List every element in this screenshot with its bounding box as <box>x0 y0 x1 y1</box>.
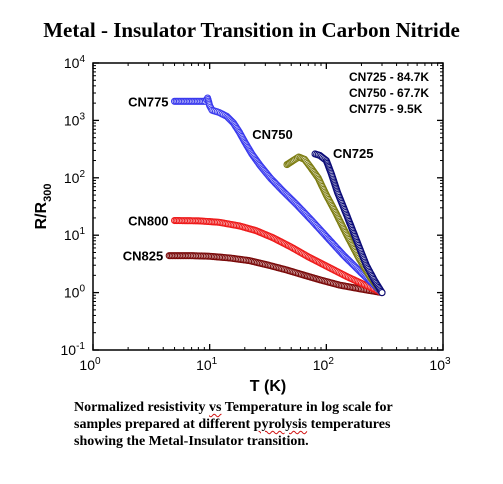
caption-pyrolysis: pyrolysis <box>253 417 308 432</box>
plot-frame <box>92 62 444 351</box>
series-label-cn800: CN800 <box>128 214 168 229</box>
y-tick-exponent: 3 <box>79 111 85 122</box>
series-cn725 <box>311 150 386 297</box>
x-tick-exponent: 2 <box>328 356 334 367</box>
series-label-cn750: CN750 <box>252 127 292 142</box>
annotation-line: CN725 - 84.7K <box>349 70 429 84</box>
caption-vs: vs <box>209 400 222 415</box>
y-axis-label: R/R300 <box>33 184 54 230</box>
y-tick-label: 104 <box>64 54 86 71</box>
x-tick-label: 102 <box>313 356 335 373</box>
series-label-cn775: CN775 <box>128 94 168 109</box>
y-tick-exponent: 4 <box>79 54 85 65</box>
annotation-layer: CN775 CN750 CN725 CN800 CN825 CN725 - 84.7K CN… <box>123 70 430 264</box>
series-cn750 <box>283 153 386 297</box>
x-tick-exponent: 0 <box>95 356 101 367</box>
x-tick-label: 103 <box>429 356 451 373</box>
data-point <box>378 289 386 297</box>
y-tick-exponent: 1 <box>79 226 85 237</box>
series-label-cn725: CN725 <box>333 146 373 161</box>
x-tick-exponent: 1 <box>212 356 218 367</box>
y-tick-label: 102 <box>64 169 86 186</box>
x-tick-label: 101 <box>196 356 218 373</box>
annotation-line: CN775 - 9.5K <box>349 102 423 116</box>
series-cn825 <box>165 252 386 297</box>
x-tick-label: 100 <box>79 356 101 373</box>
figure-caption: Normalized resistivity vs Temperature in… <box>74 399 456 450</box>
y-axis-label-subscript: 300 <box>42 184 54 202</box>
x-tick-exponent: 3 <box>445 356 451 367</box>
y-tick-exponent: 0 <box>79 284 85 295</box>
y-tick-label: 100 <box>64 284 86 301</box>
chart-title: Metal - Insulator Transition in Carbon N… <box>43 18 460 42</box>
caption-line-2: samples prepared at different pyrolysis … <box>74 417 391 432</box>
y-tick-exponent: 2 <box>79 169 85 180</box>
series-cn800 <box>171 217 386 297</box>
y-tick-label: 101 <box>64 226 86 243</box>
annotation-line: CN750 - 67.7K <box>349 86 429 100</box>
series-label-cn825: CN825 <box>123 249 163 264</box>
series-layer <box>165 94 386 297</box>
y-tick-label: 10-1 <box>61 341 86 358</box>
caption-line-3: showing the Metal-Insulator transition. <box>74 434 309 449</box>
caption-line-1: Normalized resistivity vs Temperature in… <box>74 400 393 415</box>
y-tick-exponent: -1 <box>76 341 85 352</box>
x-axis-label: T (K) <box>250 378 286 395</box>
y-tick-label: 103 <box>64 111 86 128</box>
